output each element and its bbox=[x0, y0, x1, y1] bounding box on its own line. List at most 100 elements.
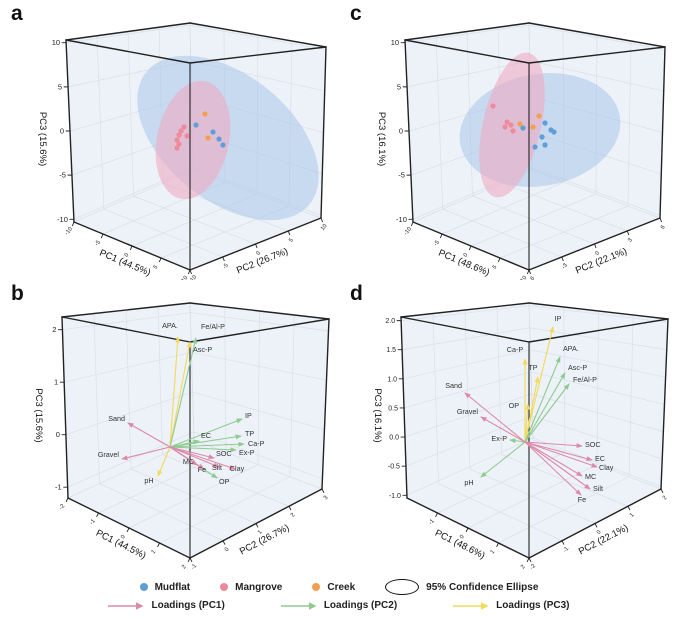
loading-arrow-pc2 bbox=[169, 434, 242, 448]
score-point-mangrove bbox=[176, 141, 182, 147]
legend-item-loadings-pc3: Loadings (PC3) bbox=[453, 600, 570, 611]
x-tick-label: 5 bbox=[153, 264, 160, 270]
y-tick-label: 2 bbox=[662, 495, 669, 501]
x-tick-label: 10 bbox=[181, 275, 190, 280]
legend-label: Loadings (PC3) bbox=[496, 600, 570, 611]
y-tick-label: 0 bbox=[594, 250, 601, 256]
z-tick-label: 1.0 bbox=[387, 376, 397, 383]
y-axis-title: PC2 (22.1%) bbox=[574, 246, 629, 276]
z-axis-title: PC3 (15.6%) bbox=[37, 112, 48, 166]
score-point-mangrove bbox=[502, 124, 508, 130]
y-tick-label: 6 bbox=[660, 224, 667, 230]
z-tick-label: 1 bbox=[54, 378, 58, 387]
y-tick-label: -3 bbox=[561, 263, 569, 271]
loading-variable-label: IP bbox=[245, 411, 252, 420]
loading-variable-label: Fe bbox=[578, 495, 586, 504]
y-tick-label: -1 bbox=[190, 563, 198, 571]
loading-arrow-pc2 bbox=[169, 446, 237, 453]
x-tick-label: 0 bbox=[459, 534, 466, 540]
panel-letter-b: b bbox=[11, 282, 24, 305]
y-tick-label: 1 bbox=[257, 529, 264, 535]
loading-variable-label: TP bbox=[528, 363, 537, 372]
loading-arrow-pc1 bbox=[169, 446, 215, 460]
loading-arrow-pc2 bbox=[169, 441, 245, 448]
loading-arrow-pc3 bbox=[169, 341, 192, 448]
score-point-mangrove bbox=[181, 124, 187, 130]
loading-variable-label: Silt bbox=[212, 463, 222, 472]
score-point-mangrove bbox=[490, 103, 496, 109]
score-point-mangrove bbox=[510, 128, 516, 134]
panel-letter-a: a bbox=[11, 2, 23, 25]
score-point-mudflat bbox=[210, 129, 216, 135]
y-tick-label: 10 bbox=[320, 223, 329, 232]
loading-variable-label: Gravel bbox=[457, 407, 479, 416]
score-point-mudflat bbox=[220, 142, 226, 148]
loading-arrow-pc1 bbox=[121, 446, 171, 461]
figure-legend: Mudflat Mangrove Creek 95% Confidence El… bbox=[0, 571, 678, 611]
y-tick-label: -10 bbox=[188, 274, 198, 280]
loading-variable-label: EC bbox=[201, 431, 211, 440]
loading-arrow-pc1 bbox=[169, 446, 236, 470]
loading-arrow-pc2 bbox=[524, 356, 561, 443]
y-tick-label: -1 bbox=[562, 546, 570, 554]
score-point-mangrove bbox=[174, 145, 180, 151]
loading-arrow-pc2 bbox=[169, 418, 243, 448]
z-tick-label: -0.5 bbox=[388, 464, 400, 471]
score-point-mudflat bbox=[193, 122, 199, 128]
z-tick-label: 5 bbox=[58, 82, 62, 91]
z-tick-label: 10 bbox=[52, 38, 60, 47]
x-tick-label: 2 bbox=[520, 564, 527, 570]
panel-b: b 2 1 0 -1 -2 -1 0 1 2 -1 0 1 2 3 PC3 (15.6%) PC1 (44.5… bbox=[0, 280, 339, 572]
x-tick-label: 0 bbox=[120, 534, 127, 540]
loading-variable-label: Clay bbox=[599, 463, 614, 472]
loading-variable-label: MC bbox=[585, 472, 596, 481]
y-tick-label: -2 bbox=[529, 563, 537, 571]
y-tick-label: -6 bbox=[528, 276, 536, 280]
z-tick-label: 5 bbox=[397, 82, 401, 91]
z-tick-label: 0.0 bbox=[389, 435, 399, 442]
score-point-mudflat bbox=[216, 136, 222, 142]
loading-variable-label: Gravel bbox=[98, 450, 120, 459]
y-tick-label: 0 bbox=[255, 250, 262, 256]
legend-label: Creek bbox=[327, 581, 356, 593]
score-point-mudflat bbox=[542, 142, 548, 148]
pc1-arrow-icon bbox=[108, 601, 144, 610]
panel-letter-c: c bbox=[350, 2, 362, 25]
legend-label: Loadings (PC2) bbox=[323, 600, 398, 611]
score-point-mangrove bbox=[508, 122, 514, 128]
legend-item-creek: Creek bbox=[312, 582, 355, 593]
loading-arrow-pc1 bbox=[524, 441, 598, 468]
legend-item-loadings-pc2: Loadings (PC2) bbox=[280, 600, 398, 611]
score-point-mudflat bbox=[539, 134, 545, 140]
score-point-creek bbox=[530, 124, 536, 130]
mangrove-dot-icon bbox=[220, 583, 229, 591]
loading-variable-label: Clay bbox=[230, 464, 245, 473]
loading-arrow-pc2 bbox=[509, 438, 526, 444]
loading-variable-label: EC bbox=[595, 454, 605, 463]
legend-item-mudflat: Mudflat bbox=[139, 582, 190, 593]
score-point-mangrove bbox=[176, 132, 182, 138]
x-tick-label: 0 bbox=[124, 252, 131, 258]
loading-arrow-pc2 bbox=[524, 383, 570, 443]
loading-arrow-pc1 bbox=[169, 446, 205, 470]
z-tick-label: -10 bbox=[396, 215, 407, 224]
loading-arrow-pc2 bbox=[480, 441, 526, 478]
legend-item-mangrove: Mangrove bbox=[220, 582, 282, 593]
z-tick-label: 0.5 bbox=[388, 405, 398, 412]
panel-c: c 10 5 0 -5 -10 -10 -5 0 5 10 -6 -3 0 3 6 PC3 (16.1%) PC… bbox=[339, 0, 678, 280]
score-point-mangrove bbox=[178, 128, 184, 134]
loading-arrow-pc1 bbox=[480, 416, 526, 443]
loading-variable-label: SOC bbox=[585, 440, 601, 449]
loading-arrow-pc1 bbox=[524, 441, 583, 449]
loading-arrow-pc3 bbox=[524, 326, 555, 443]
pc2-arrow-icon bbox=[280, 601, 317, 610]
score-point-creek bbox=[205, 135, 211, 141]
loading-variable-label: pH bbox=[464, 478, 473, 487]
loading-arrow-pc3 bbox=[524, 376, 540, 443]
legend-item-loadings-pc1: Loadings (PC1) bbox=[108, 600, 225, 611]
loading-variable-label: OP bbox=[219, 477, 230, 486]
confidence-ellipse-mangrove bbox=[155, 80, 231, 200]
